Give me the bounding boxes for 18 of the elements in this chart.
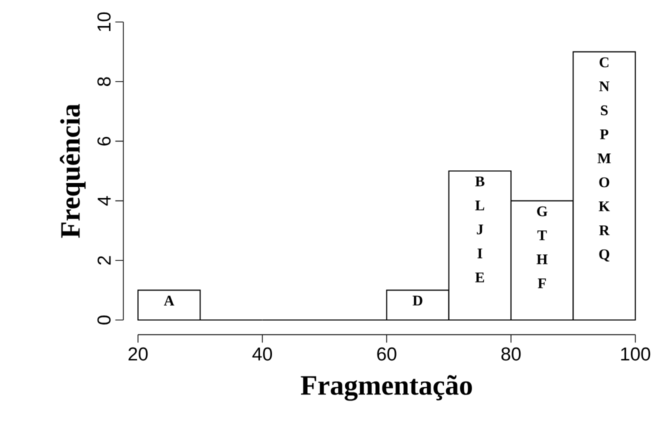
text: C N S P M O K R Q [598, 57, 611, 262]
x-tick-label: 80 [501, 347, 521, 361]
y-axis-title: Frequência [60, 104, 86, 238]
y-tick-label: 10 [97, 12, 111, 31]
x-tick-label: 40 [252, 347, 272, 361]
x-axis-title: Fragmentação [300, 375, 472, 401]
y-tick-label: 0 [97, 316, 111, 324]
y-tick-label: 8 [97, 77, 111, 86]
y-tick-label: 2 [98, 256, 111, 265]
data-label: D [412, 296, 422, 306]
data-label: B L J I E [475, 176, 484, 282]
x-tick-label: 100 [621, 347, 650, 361]
y-tick-label: 6 [97, 136, 111, 146]
data-label: G T H F [536, 206, 548, 288]
y-tick-label: 4 [98, 196, 111, 206]
x-tick-label: 20 [128, 347, 148, 361]
x-tick-label: 60 [377, 347, 396, 361]
data-label: A [164, 296, 174, 306]
